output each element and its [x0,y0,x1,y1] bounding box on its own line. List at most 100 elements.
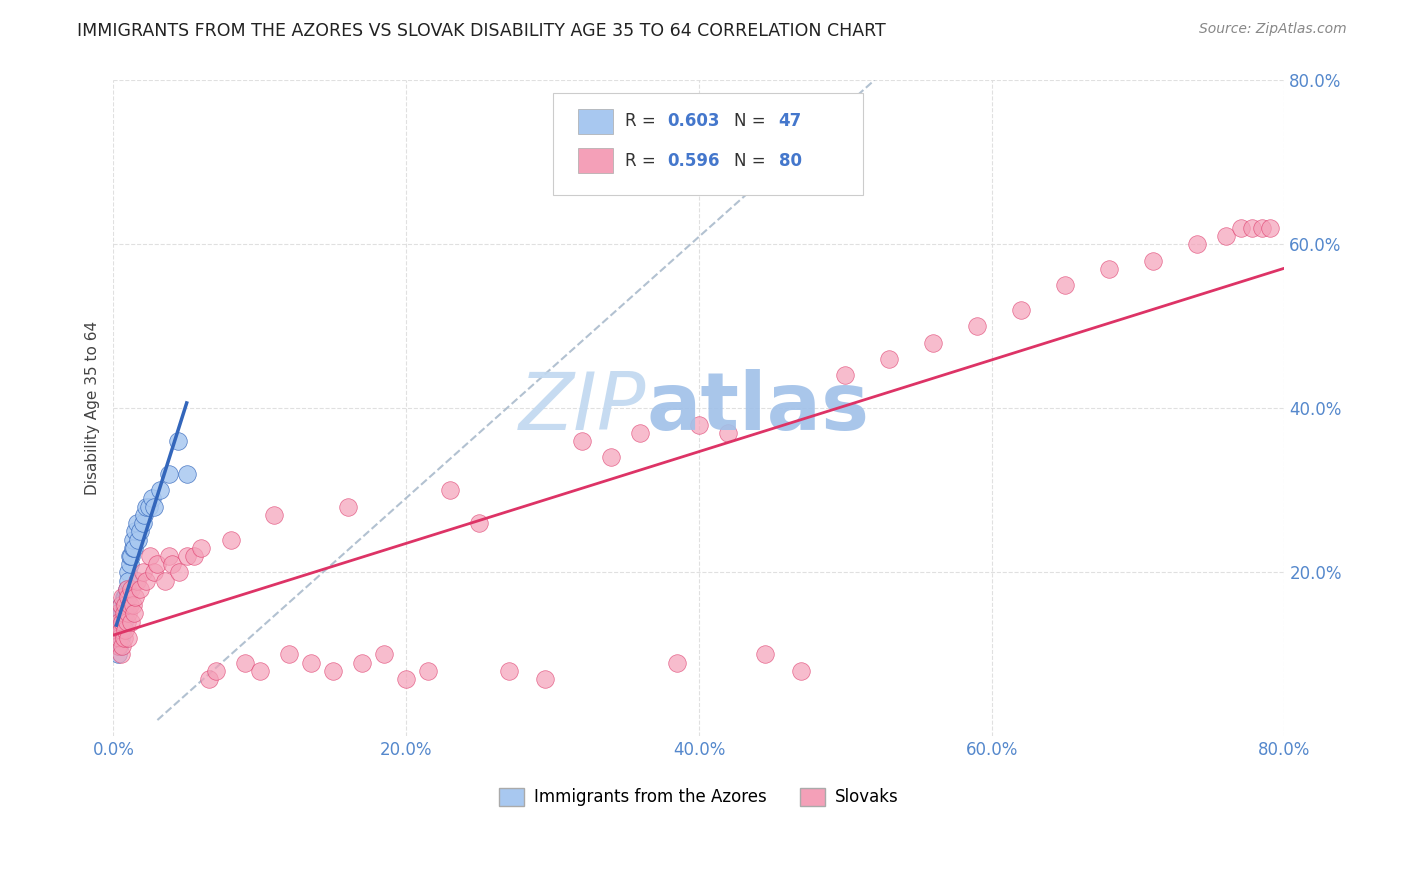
Point [121,541,143,555]
Point [157,467,180,481]
Point [108,623,131,637]
Point [107,648,129,662]
Point [219,533,242,547]
Point [111,639,134,653]
Point [105,631,128,645]
Point [121,533,143,547]
Point [167,434,190,448]
Point [1229,220,1251,235]
Point [717,425,740,440]
Text: Source: ZipAtlas.com: Source: ZipAtlas.com [1199,22,1347,37]
Point [418,664,440,678]
Point [336,500,359,514]
Point [114,598,136,612]
Point [115,582,138,596]
Point [108,615,131,629]
Point [134,508,156,522]
Point [111,607,134,621]
Point [115,582,138,596]
Point [1142,253,1164,268]
Bar [578,109,613,134]
Point [111,623,134,637]
Point [1258,220,1281,235]
Legend: Immigrants from the Azores, Slovaks: Immigrants from the Azores, Slovaks [492,780,905,813]
Point [107,615,129,629]
Point [118,557,141,571]
Point [124,590,146,604]
Point [153,574,176,588]
Text: R =: R = [626,152,661,169]
Text: N =: N = [734,152,770,169]
Point [128,582,150,596]
Point [263,508,285,522]
Point [125,516,148,530]
Point [110,623,132,637]
Point [114,607,136,621]
Point [107,607,129,621]
Point [117,631,139,645]
Point [1185,237,1208,252]
Text: 80: 80 [779,152,801,169]
Text: 47: 47 [779,112,801,130]
Point [143,500,166,514]
Point [117,574,139,588]
Point [352,656,374,670]
Point [688,417,710,432]
Text: IMMIGRANTS FROM THE AZORES VS SLOVAK DISABILITY AGE 35 TO 64 CORRELATION CHART: IMMIGRANTS FROM THE AZORES VS SLOVAK DIS… [77,22,886,40]
Point [117,566,139,580]
Point [107,639,129,653]
Point [1053,278,1076,293]
Point [468,516,491,530]
Point [111,615,134,629]
Point [922,335,945,350]
Point [877,351,900,366]
Point [112,615,135,629]
Point [120,582,142,596]
Point [110,598,132,612]
Point [966,319,988,334]
Point [110,631,132,645]
Point [146,557,169,571]
Point [110,598,132,612]
Point [754,648,776,662]
Point [105,623,128,637]
Point [498,664,520,678]
Point [666,656,689,670]
Text: atlas: atlas [647,369,869,447]
Point [114,598,136,612]
Point [132,516,155,530]
Point [395,672,418,686]
Point [135,574,157,588]
Bar [578,148,613,173]
Point [108,639,131,653]
Point [1215,228,1237,243]
Point [138,500,160,514]
Point [114,590,136,604]
Point [111,615,134,629]
Point [125,574,148,588]
Point [128,524,150,539]
Point [110,615,132,629]
Point [322,664,344,678]
Point [114,623,136,637]
Point [169,566,191,580]
Text: ZIP: ZIP [519,369,647,447]
Point [111,590,134,604]
Point [121,598,143,612]
Point [628,425,651,440]
Point [117,607,139,621]
Point [120,615,142,629]
Point [118,598,141,612]
Point [1010,302,1032,317]
Point [132,566,155,580]
Point [176,549,198,563]
Point [122,607,145,621]
Point [278,648,301,662]
Point [1251,220,1274,235]
Text: 0.603: 0.603 [668,112,720,130]
Text: N =: N = [734,112,770,130]
Point [600,450,623,465]
Point [118,549,141,563]
Point [117,590,139,604]
Text: 0.596: 0.596 [668,152,720,169]
